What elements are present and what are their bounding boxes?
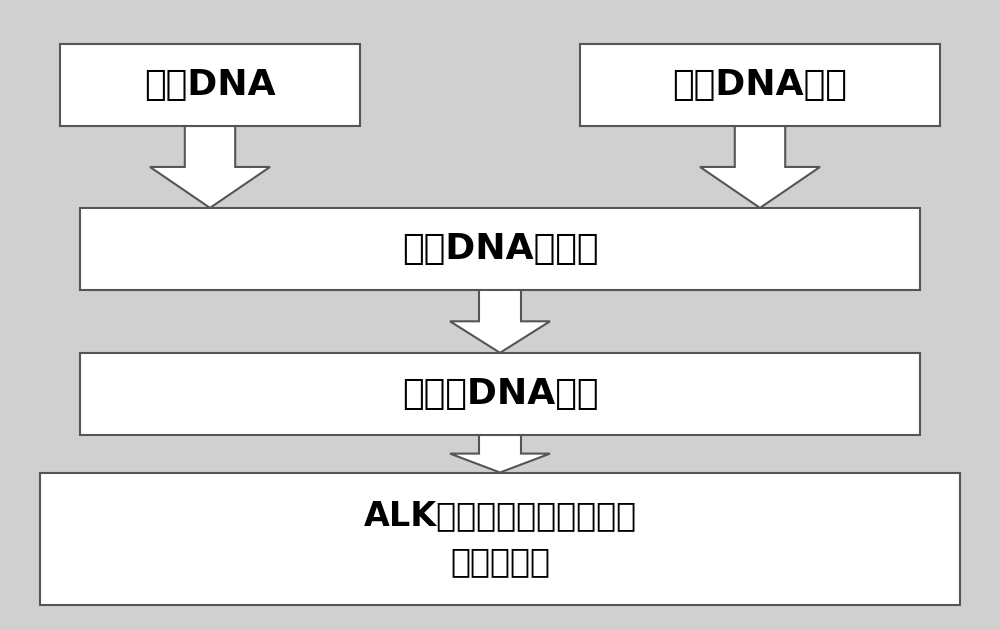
Polygon shape	[450, 435, 550, 472]
Text: 制备DNA预文库: 制备DNA预文库	[402, 232, 598, 266]
Text: ALK基因特异性引物扩增，
获得终文库: ALK基因特异性引物扩增， 获得终文库	[363, 499, 637, 578]
Text: 预文库DNA环化: 预文库DNA环化	[402, 377, 598, 411]
Polygon shape	[700, 126, 820, 208]
Polygon shape	[150, 126, 270, 208]
Text: 组织DNA片段: 组织DNA片段	[673, 68, 847, 102]
Text: 血浆DNA: 血浆DNA	[144, 68, 276, 102]
FancyBboxPatch shape	[40, 472, 960, 605]
FancyBboxPatch shape	[80, 353, 920, 435]
FancyBboxPatch shape	[60, 44, 360, 126]
Polygon shape	[450, 290, 550, 353]
FancyBboxPatch shape	[580, 44, 940, 126]
FancyBboxPatch shape	[80, 208, 920, 290]
